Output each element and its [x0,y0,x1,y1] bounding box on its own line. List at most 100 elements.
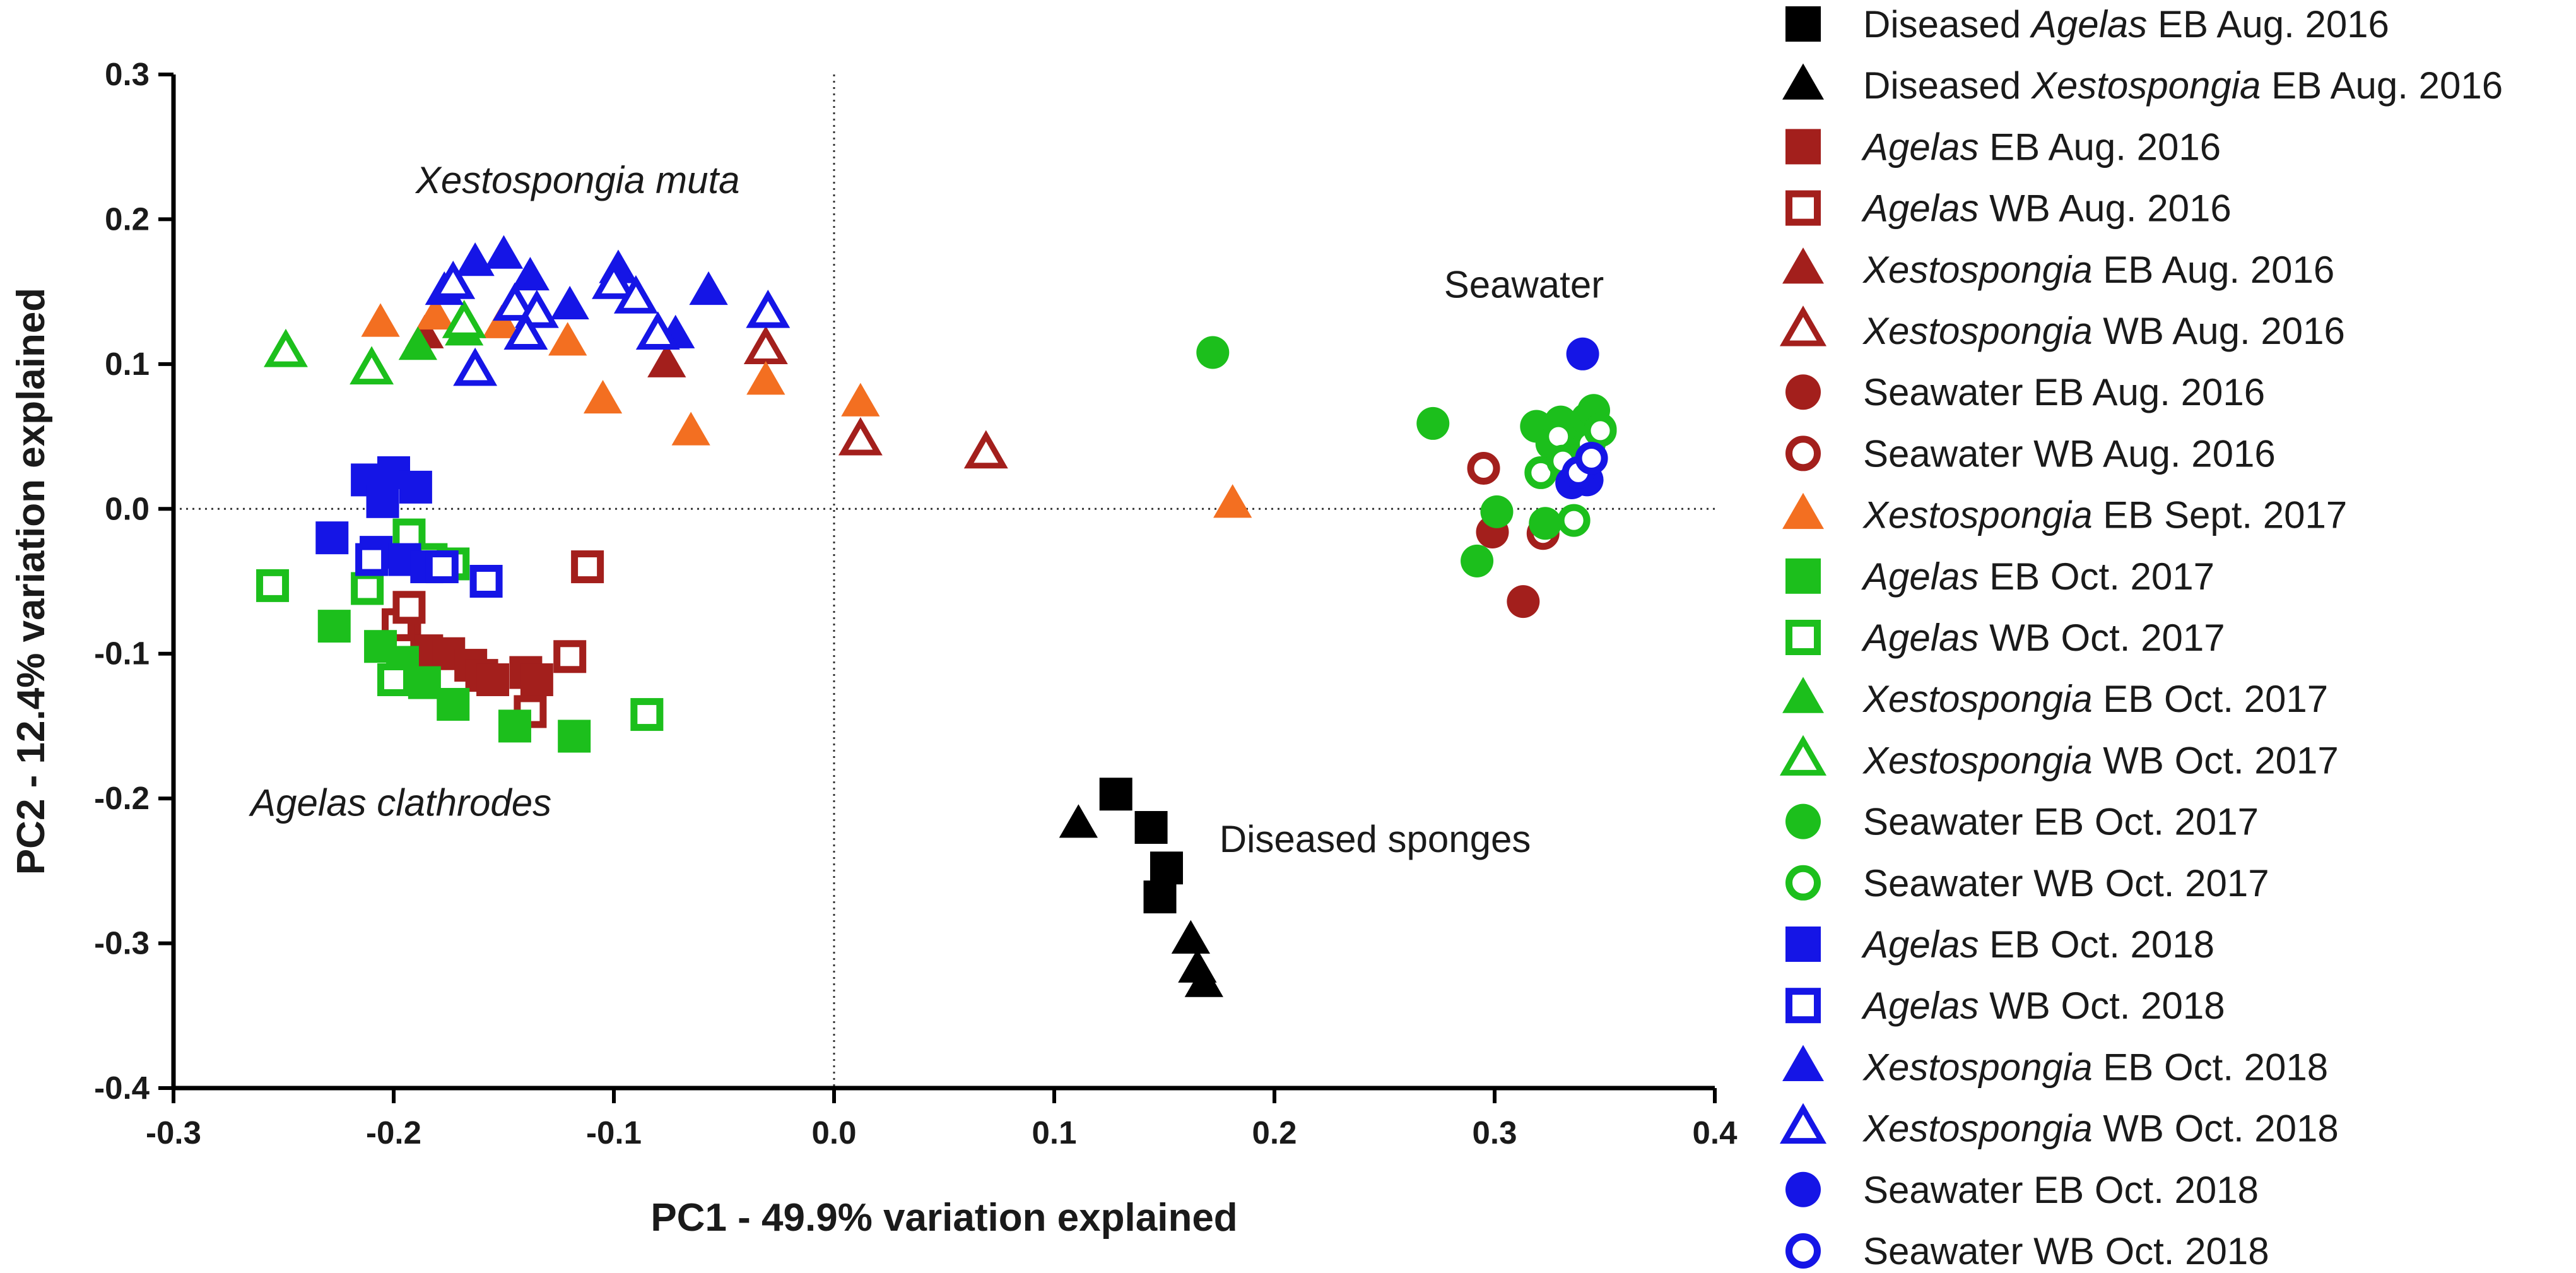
series-0 [1099,778,1183,914]
legend-label: Seawater EB Aug. 2016 [1863,371,2265,413]
x-tick-label: 0.3 [1473,1115,1517,1151]
annotation-xestospongia-muta: Xestospongia muta [415,159,740,201]
data-point [571,550,604,584]
x-tick-label: -0.3 [146,1115,201,1151]
data-point [317,610,351,643]
data-point [350,346,394,385]
legend-label: Xestospongia EB Sept. 2017 [1862,494,2347,536]
legend-marker [1785,803,1821,839]
series-8 [361,295,1252,518]
legend-label: Agelas EB Aug. 2016 [1861,126,2221,168]
data-point [746,361,785,395]
legend-item: Xestospongia WB Oct. 2017 [1779,735,2339,781]
series-18 [431,261,791,386]
legend-item: Diseased Agelas EB Aug. 2016 [1785,3,2389,45]
data-point [1150,851,1183,885]
legend-item: Xestospongia EB Aug. 2016 [1782,247,2334,291]
data-point [1059,804,1098,838]
y-tick-label: 0.3 [105,56,150,92]
legend-marker [1785,620,1821,655]
legend-label: Seawater EB Oct. 2017 [1863,801,2259,843]
annotation-diseased-sponges: Diseased sponges [1220,818,1531,860]
data-point [613,275,658,314]
data-point [1529,507,1562,540]
data-point [1566,337,1599,370]
legend-item: Agelas WB Oct. 2018 [1785,985,2225,1027]
legend-label: Diseased Agelas EB Aug. 2016 [1863,3,2389,45]
legend-item: Agelas EB Aug. 2016 [1785,126,2221,168]
legend-marker [1785,558,1821,594]
legend-marker [1785,435,1821,471]
data-point [510,256,550,291]
x-tick-label: -0.1 [586,1115,642,1151]
x-tick-label: 0.2 [1252,1115,1297,1151]
data-point [1480,495,1514,528]
reference-lines [173,74,1715,1088]
annotation-agelas-clathrodes: Agelas clathrodes [249,782,551,824]
data-point [377,663,410,697]
data-point [1099,778,1132,811]
data-point [399,470,432,504]
x-tick-label: 0.1 [1032,1115,1077,1151]
axes: -0.4 -0.3 -0.2 -0.1 0.0 0.1 0.2 0.3 -0.3 -0.2 -0.1… [94,56,1738,1151]
data-point [1213,484,1252,518]
legend-label: Xestospongia WB Aug. 2016 [1862,310,2345,352]
legend-item: Xestospongia EB Oct. 2018 [1782,1045,2328,1088]
legend-marker [1785,374,1821,410]
legend-marker [1785,190,1821,226]
data-point [361,303,400,337]
legend-label: Agelas WB Oct. 2018 [1861,985,2225,1027]
data-point [520,663,553,697]
data-point [431,261,476,299]
legend-marker [1785,1171,1821,1207]
data-point [264,328,308,367]
legend-marker [1779,735,1827,776]
data-point [1184,963,1223,997]
data-point [1507,585,1540,619]
legend-label: Seawater WB Aug. 2016 [1863,432,2276,475]
data-point [398,326,438,360]
data-point [1557,504,1591,537]
data-point [743,326,788,365]
data-point [548,322,587,356]
data-point [469,565,503,598]
legend-marker [1782,492,1824,530]
data-point [425,550,459,584]
legend-label: Seawater WB Oct. 2017 [1863,862,2269,904]
data-point [442,299,486,338]
data-point [671,412,710,446]
legend-marker [1779,305,1827,346]
data-point [498,709,531,743]
data-point [838,417,883,456]
y-tick-label: -0.3 [94,925,150,961]
data-point [503,311,548,350]
data-point [583,379,623,414]
data-point [1143,880,1177,914]
legend: Diseased Agelas EB Aug. 2016 Diseased Xes… [1779,3,2503,1272]
legend-label: Agelas WB Aug. 2016 [1861,187,2232,230]
legend-item: Xestospongia EB Sept. 2017 [1782,492,2347,536]
data-point [1196,336,1230,369]
y-tick-label: -0.4 [94,1070,150,1106]
legend-label: Xestospongia WB Oct. 2018 [1862,1108,2339,1150]
legend-item: Agelas EB Oct. 2017 [1785,555,2214,598]
data-point [1416,406,1450,440]
data-point [592,261,636,299]
data-point [492,282,537,321]
data-point [453,347,498,386]
data-point [1584,414,1617,447]
legend-marker [1782,63,1824,100]
data-point [558,719,591,753]
legend-item: Agelas WB Oct. 2017 [1785,617,2225,659]
data-point [484,235,524,269]
legend-marker [1785,927,1821,962]
y-tick-label: -0.1 [94,636,150,672]
series-16 [355,543,503,598]
data-point [647,343,686,377]
data-point [482,304,521,338]
legend-label: Xestospongia EB Aug. 2016 [1862,249,2334,291]
legend-item: Xestospongia EB Oct. 2017 [1782,677,2328,720]
data-points [256,235,1617,997]
legend-item: Seawater WB Aug. 2016 [1785,432,2276,475]
